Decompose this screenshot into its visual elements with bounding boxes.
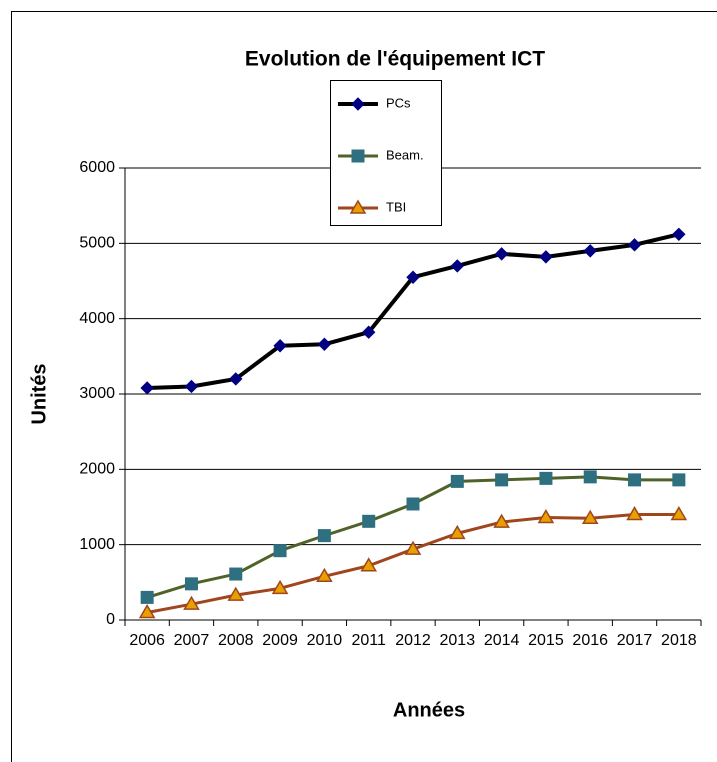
- y-tick-label: 3000: [79, 385, 115, 402]
- marker: [670, 506, 688, 521]
- x-tick-label: 2017: [617, 632, 653, 649]
- marker: [140, 381, 154, 395]
- marker: [273, 339, 287, 353]
- marker: [627, 238, 642, 252]
- marker: [672, 473, 686, 487]
- marker: [184, 577, 198, 591]
- marker: [227, 586, 245, 601]
- y-tick-label: 6000: [79, 159, 115, 176]
- marker: [271, 579, 289, 595]
- marker: [362, 514, 376, 528]
- marker: [626, 506, 643, 521]
- y-tick-label: 1000: [79, 536, 115, 553]
- y-tick-label: 5000: [79, 235, 115, 252]
- marker: [583, 244, 597, 258]
- chart-title: Evolution de l'équipement ICT: [245, 48, 545, 71]
- marker: [317, 337, 332, 351]
- marker: [450, 474, 464, 488]
- x-tick-label: 2011: [351, 632, 386, 649]
- marker: [628, 473, 642, 487]
- y-tick-label: 0: [106, 611, 115, 628]
- x-tick-label: 2013: [440, 632, 476, 649]
- marker: [406, 270, 420, 284]
- x-tick-label: 2014: [484, 632, 520, 649]
- legend-label: TBI: [386, 199, 406, 214]
- marker: [183, 595, 200, 610]
- x-tick-label: 2015: [528, 632, 564, 649]
- marker: [229, 567, 243, 581]
- marker: [495, 473, 509, 487]
- x-tick-label: 2018: [661, 632, 697, 649]
- x-tick-label: 2009: [262, 632, 298, 649]
- marker: [493, 513, 510, 528]
- marker: [494, 247, 509, 261]
- marker: [317, 529, 331, 543]
- legend-label: Beam.: [386, 147, 424, 162]
- x-tick-label: 2016: [572, 632, 608, 649]
- marker: [140, 590, 154, 604]
- marker: [450, 259, 465, 273]
- marker: [449, 524, 466, 540]
- marker: [360, 557, 377, 572]
- x-tick-label: 2010: [307, 632, 343, 649]
- y-tick-label: 2000: [79, 461, 115, 478]
- legend: PCs Beam. TBI: [338, 95, 424, 214]
- x-tick-label: 2007: [174, 632, 210, 649]
- marker: [539, 250, 553, 264]
- legend-label: PCs: [386, 95, 411, 110]
- legend-marker: [351, 149, 365, 163]
- marker: [316, 567, 333, 583]
- x-tick-label: 2006: [129, 632, 165, 649]
- x-axis-title: Années: [393, 699, 465, 721]
- marker: [184, 379, 199, 394]
- marker: [361, 325, 376, 339]
- marker: [273, 544, 287, 558]
- x-tick-label: 2012: [395, 632, 431, 649]
- marker: [672, 227, 686, 242]
- marker: [138, 603, 156, 619]
- marker: [583, 470, 597, 484]
- y-axis-title: Unités: [28, 363, 50, 424]
- legend-marker: [349, 199, 367, 214]
- marker: [404, 540, 422, 555]
- legend-marker: [351, 97, 365, 111]
- marker: [581, 509, 599, 525]
- marker: [537, 509, 555, 524]
- x-tick-label: 2008: [218, 632, 254, 649]
- plot-area: 0 1000 2000 3000 4000 5000 6000 2006 2007 2008 200…: [79, 159, 702, 649]
- y-tick-label: 4000: [79, 310, 115, 327]
- marker: [406, 497, 420, 511]
- marker: [229, 372, 243, 386]
- marker: [539, 471, 553, 485]
